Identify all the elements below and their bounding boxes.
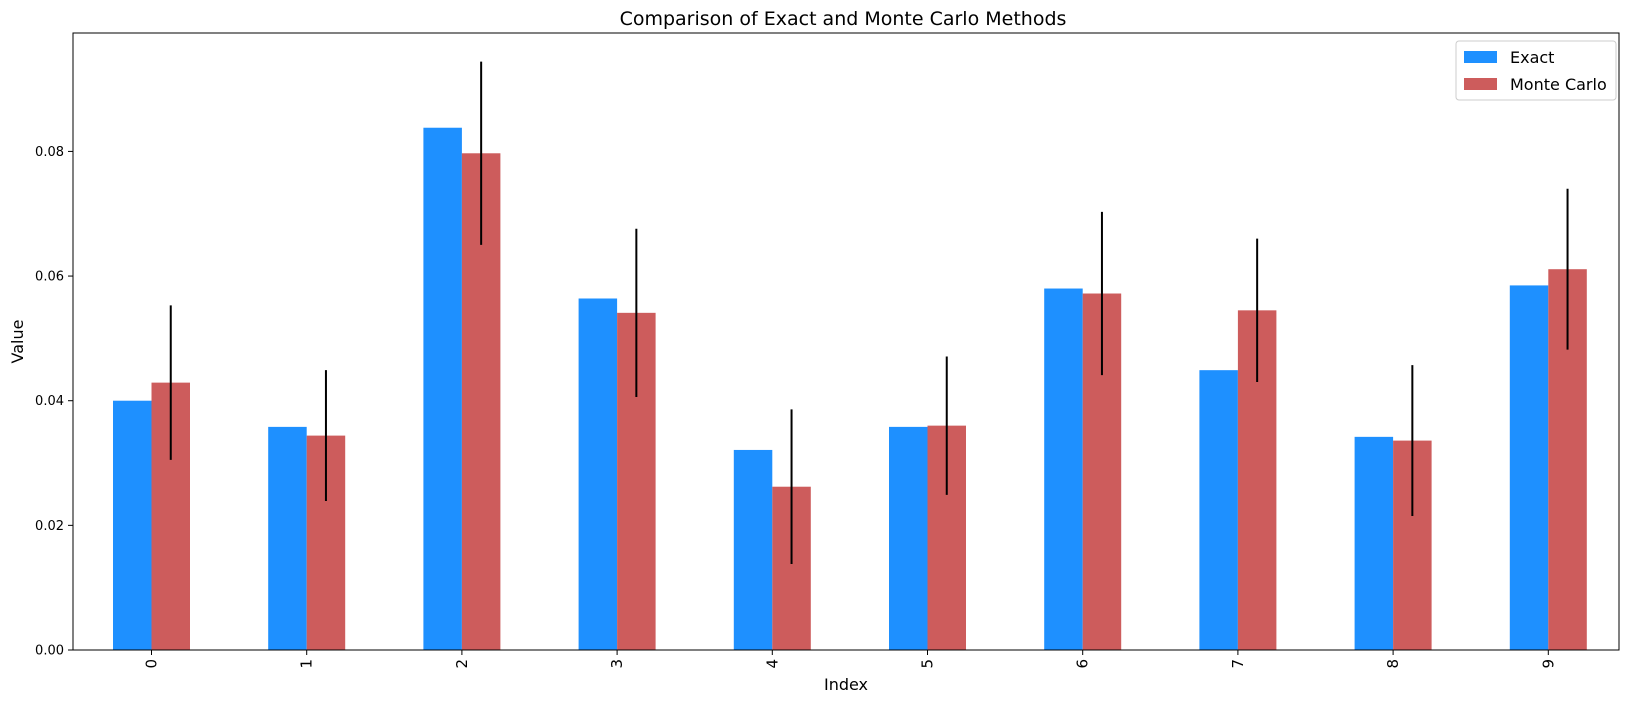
x-axis-title: Index <box>824 675 868 694</box>
y-tick-label: 0.06 <box>35 270 64 285</box>
x-tick-label: 6 <box>1074 659 1092 669</box>
chart-title: Comparison of Exact and Monte Carlo Meth… <box>620 8 1067 30</box>
bar-exact-2 <box>423 127 462 650</box>
y-tick-label: 0.08 <box>35 145 64 160</box>
bar-exact-6 <box>1044 288 1083 650</box>
legend-swatch-monte-carlo <box>1464 78 1497 90</box>
x-tick-label: 1 <box>298 659 316 669</box>
bar-exact-5 <box>889 426 928 650</box>
y-axis: 0.00 0.02 0.04 0.06 0.08 <box>35 145 73 659</box>
bar-exact-0 <box>113 400 152 650</box>
bar-exact-4 <box>733 449 773 650</box>
x-tick-label: 5 <box>919 659 937 669</box>
x-tick-label: 4 <box>763 659 781 669</box>
legend-label-monte-carlo: Monte Carlo <box>1510 75 1607 94</box>
x-tick-label: 9 <box>1539 659 1557 669</box>
bars-layer <box>113 127 1587 650</box>
y-tick-label: 0.04 <box>35 394 64 409</box>
legend: Exact Monte Carlo <box>1455 40 1617 101</box>
legend-swatch-exact <box>1464 51 1497 63</box>
bar-exact-9 <box>1509 285 1549 650</box>
bar-exact-8 <box>1354 436 1394 650</box>
y-tick-label: 0.00 <box>35 644 64 659</box>
x-axis: 0 1 2 3 4 5 6 7 8 9 <box>143 650 1557 669</box>
bar-exact-3 <box>578 298 618 650</box>
x-tick-label: 3 <box>608 659 626 669</box>
y-axis-title: Value <box>8 320 27 364</box>
x-tick-label: 0 <box>143 659 161 669</box>
bar-exact-1 <box>268 426 307 650</box>
legend-label-exact: Exact <box>1510 48 1554 67</box>
x-tick-label: 8 <box>1384 659 1402 669</box>
bar-exact-7 <box>1199 370 1238 650</box>
x-tick-label: 7 <box>1229 659 1247 669</box>
y-tick-label: 0.02 <box>35 519 64 534</box>
plot-frame <box>72 32 1620 651</box>
x-tick-label: 2 <box>453 659 471 669</box>
error-bars-layer <box>169 61 1569 564</box>
